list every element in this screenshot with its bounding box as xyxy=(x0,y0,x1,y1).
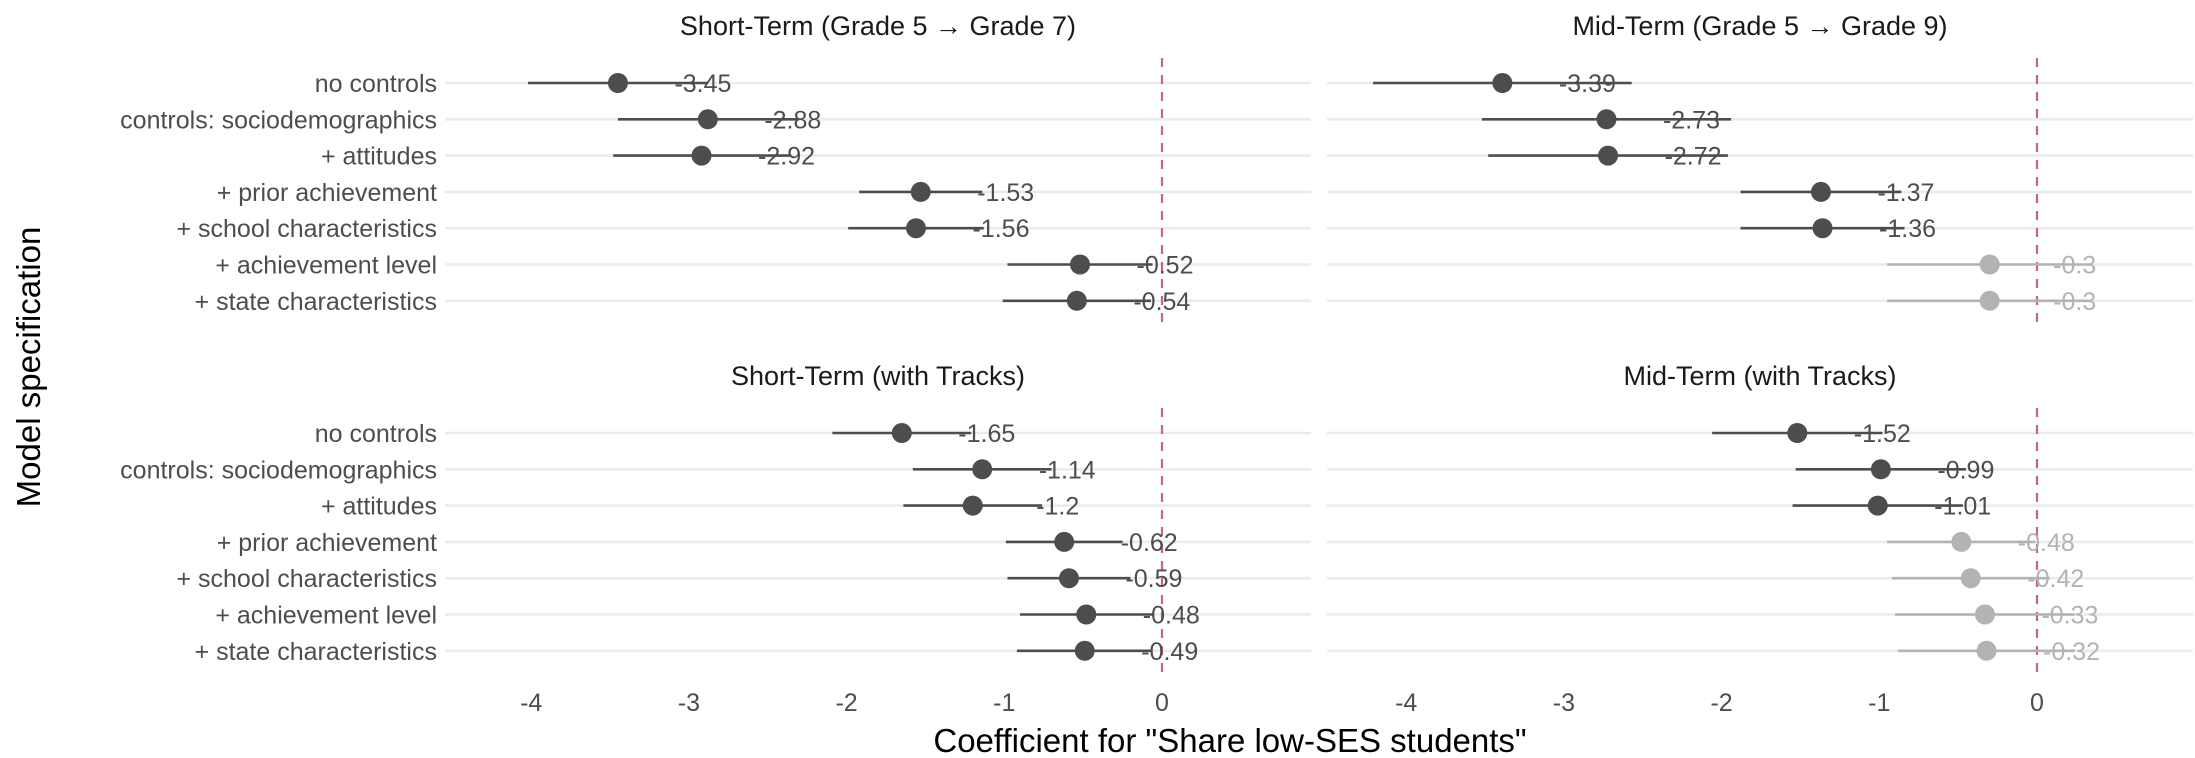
x-tick-label: -4 xyxy=(1395,689,1417,717)
estimate-point xyxy=(691,145,712,166)
estimate-label: -1.37 xyxy=(1877,179,1934,207)
category-label: + attitudes xyxy=(321,493,437,521)
estimate-label: -0.54 xyxy=(1133,288,1190,316)
category-label: + prior achievement xyxy=(217,529,437,557)
estimate-label: -0.3 xyxy=(2053,288,2096,316)
estimate-label: -1.65 xyxy=(958,420,1015,448)
category-label: + achievement level xyxy=(215,252,437,280)
estimate-label: -0.42 xyxy=(2027,565,2084,593)
estimate-point xyxy=(1074,640,1095,661)
estimate-label: -3.39 xyxy=(1559,70,1616,98)
estimate-label: -0.48 xyxy=(2018,529,2075,557)
estimate-label: -3.45 xyxy=(674,70,731,98)
category-label: + school characteristics xyxy=(176,565,437,593)
panel-title: Short-Term (with Tracks) xyxy=(731,361,1025,391)
x-tick-label: -3 xyxy=(1553,689,1575,717)
y-axis-title: Model specification xyxy=(10,227,47,508)
x-tick-label: 0 xyxy=(1155,689,1169,717)
estimate-point xyxy=(697,109,718,130)
estimate-label: -1.56 xyxy=(972,215,1029,243)
x-axis-title: Coefficient for "Share low-SES students" xyxy=(933,722,1526,758)
estimate-label: -1.53 xyxy=(977,179,1034,207)
panel-title: Short-Term (Grade 5 → Grade 7) xyxy=(680,11,1076,41)
estimate-point xyxy=(1076,604,1097,625)
x-tick-label: -1 xyxy=(993,689,1015,717)
category-label: no controls xyxy=(315,70,437,98)
estimate-label: -2.72 xyxy=(1665,143,1722,171)
estimate-point xyxy=(1812,218,1833,239)
estimate-point xyxy=(1058,568,1079,589)
estimate-label: -2.73 xyxy=(1663,106,1720,134)
panel-title: Mid-Term (with Tracks) xyxy=(1623,361,1896,391)
estimate-point xyxy=(972,459,993,480)
estimate-label: -0.3 xyxy=(2053,252,2096,280)
category-label: controls: sociodemographics xyxy=(120,456,437,484)
category-label: controls: sociodemographics xyxy=(120,106,437,134)
estimate-label: -1.14 xyxy=(1039,456,1096,484)
estimate-label: -0.52 xyxy=(1137,252,1194,280)
estimate-point xyxy=(1492,73,1513,93)
estimate-label: -1.52 xyxy=(1854,420,1911,448)
category-label: + achievement level xyxy=(215,602,437,630)
category-label: + state characteristics xyxy=(195,638,437,666)
estimate-label: -0.48 xyxy=(1143,602,1200,630)
estimate-point xyxy=(1867,495,1888,516)
estimate-point xyxy=(1976,640,1997,661)
estimate-label: -0.33 xyxy=(2041,602,2098,630)
estimate-point xyxy=(910,181,931,202)
estimate-point xyxy=(891,423,912,443)
estimate-label: -0.32 xyxy=(2043,638,2100,666)
category-label: no controls xyxy=(315,420,437,448)
x-tick-label: 0 xyxy=(2030,689,2044,717)
estimate-point xyxy=(1054,531,1075,552)
estimate-point xyxy=(1951,531,1972,552)
estimate-point xyxy=(1979,290,2000,311)
estimate-label: -2.88 xyxy=(764,106,821,134)
estimate-label: -1.36 xyxy=(1879,215,1936,243)
category-label: + state characteristics xyxy=(195,288,437,316)
estimate-label: -2.92 xyxy=(758,143,815,171)
estimate-label: -0.99 xyxy=(1937,456,1994,484)
estimate-point xyxy=(1598,145,1619,166)
estimate-point xyxy=(1069,254,1090,275)
category-label: + prior achievement xyxy=(217,179,437,207)
x-tick-label: -1 xyxy=(1868,689,1890,717)
estimate-point xyxy=(905,218,926,239)
panel-title: Mid-Term (Grade 5 → Grade 9) xyxy=(1572,11,1947,41)
estimate-point xyxy=(962,495,983,516)
estimate-point xyxy=(1979,254,2000,275)
estimate-label: -0.49 xyxy=(1141,638,1198,666)
x-tick-label: -4 xyxy=(520,689,542,717)
estimate-point xyxy=(1974,604,1995,625)
x-tick-label: -2 xyxy=(835,689,857,717)
x-tick-label: -3 xyxy=(678,689,700,717)
estimate-label: -0.62 xyxy=(1121,529,1178,557)
estimate-point xyxy=(607,73,628,93)
estimate-point xyxy=(1870,459,1891,480)
estimate-label: -0.59 xyxy=(1125,565,1182,593)
category-label: + attitudes xyxy=(321,143,437,171)
estimate-label: -1.2 xyxy=(1036,493,1079,521)
category-label: + school characteristics xyxy=(176,215,437,243)
estimate-point xyxy=(1066,290,1087,311)
estimate-point xyxy=(1596,109,1617,130)
estimate-point xyxy=(1960,568,1981,589)
estimate-label: -1.01 xyxy=(1934,493,1991,521)
x-tick-label: -2 xyxy=(1710,689,1732,717)
estimate-point xyxy=(1787,423,1808,443)
estimate-point xyxy=(1810,181,1831,202)
